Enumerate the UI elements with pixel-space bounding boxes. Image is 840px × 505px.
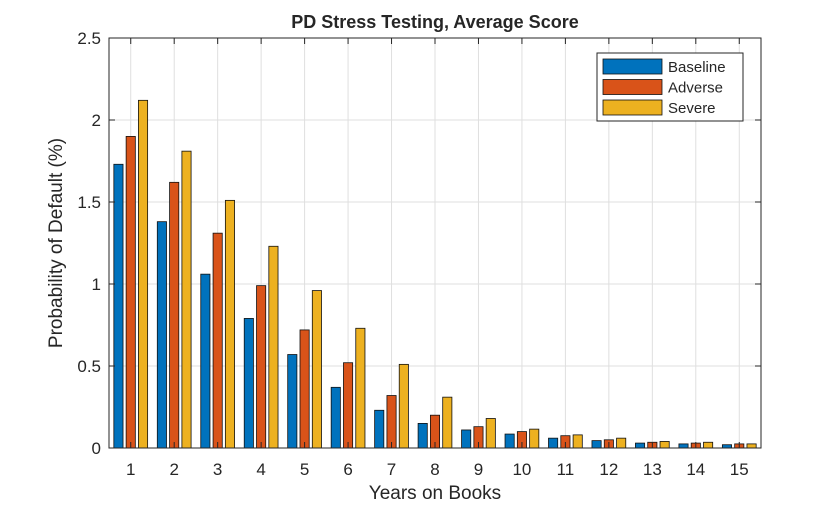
bar-severe-10 bbox=[529, 428, 540, 449]
x-tick-label: 10 bbox=[512, 460, 531, 479]
legend-label-severe: Severe bbox=[668, 100, 716, 117]
bar-baseline-8 bbox=[417, 422, 428, 449]
chart-title: PD Stress Testing, Average Score bbox=[291, 12, 578, 32]
legend-label-adverse: Adverse bbox=[668, 80, 723, 97]
grid-lines bbox=[109, 38, 761, 448]
bar-baseline-10 bbox=[504, 433, 515, 449]
y-tick-label: 0.5 bbox=[77, 357, 101, 376]
bar-severe-5 bbox=[311, 290, 322, 449]
bar-adverse-4 bbox=[256, 285, 267, 449]
x-tick-label: 9 bbox=[474, 460, 483, 479]
bar-adverse-3 bbox=[212, 232, 223, 449]
x-tick-label: 5 bbox=[300, 460, 309, 479]
x-tick-label: 2 bbox=[169, 460, 178, 479]
x-tick-label: 11 bbox=[557, 460, 575, 479]
y-tick-label: 1 bbox=[92, 275, 101, 294]
bar-severe-14 bbox=[703, 441, 714, 449]
x-tick-label: 8 bbox=[430, 460, 439, 479]
bar-adverse-2 bbox=[169, 181, 180, 449]
axis-ticks: 00.511.522.51 2 3 4 5 6 7 8 9 10 11 12 13 14 15 bbox=[77, 29, 761, 479]
x-tick-label: 4 bbox=[256, 460, 265, 479]
bar-baseline-13 bbox=[635, 442, 646, 449]
bar-baseline-9 bbox=[461, 429, 472, 449]
bar-severe-6 bbox=[355, 327, 366, 449]
legend-label-baseline: Baseline bbox=[668, 59, 726, 76]
bar-baseline-12 bbox=[591, 440, 602, 449]
bar-severe-15 bbox=[746, 443, 757, 449]
bar-adverse-6 bbox=[343, 362, 354, 449]
bar-severe-7 bbox=[398, 363, 409, 449]
bar-baseline-4 bbox=[243, 318, 254, 449]
bar-baseline-14 bbox=[678, 443, 689, 449]
bar-severe-13 bbox=[659, 441, 670, 449]
bar-severe-3 bbox=[224, 199, 235, 449]
bar-baseline-2 bbox=[156, 221, 167, 449]
y-tick-label: 1.5 bbox=[77, 193, 101, 212]
y-axis-label: Probability of Default (%) bbox=[46, 138, 67, 348]
bar-baseline-1 bbox=[113, 163, 124, 449]
x-tick-label: 12 bbox=[599, 460, 618, 479]
bar-baseline-7 bbox=[374, 409, 385, 449]
legend-swatch-baseline bbox=[602, 58, 663, 75]
bar-baseline-6 bbox=[330, 386, 341, 449]
x-axis-label: Years on Books bbox=[369, 483, 501, 504]
legend-swatch-severe bbox=[602, 99, 663, 116]
bar-severe-12 bbox=[616, 437, 627, 449]
bar-adverse-1 bbox=[125, 135, 136, 449]
bar-adverse-5 bbox=[299, 329, 310, 449]
x-tick-label: 3 bbox=[213, 460, 222, 479]
x-tick-label: 14 bbox=[686, 460, 705, 479]
legend: Baseline Adverse Severe bbox=[596, 52, 744, 122]
bar-severe-8 bbox=[442, 396, 453, 449]
bar-severe-9 bbox=[485, 418, 496, 449]
bar-severe-2 bbox=[181, 150, 192, 449]
bar-baseline-11 bbox=[548, 437, 559, 449]
y-tick-label: 0 bbox=[92, 439, 101, 458]
bar-adverse-7 bbox=[386, 395, 397, 449]
x-tick-label: 6 bbox=[343, 460, 352, 479]
x-tick-label: 15 bbox=[730, 460, 749, 479]
x-tick-label: 1 bbox=[126, 460, 135, 479]
bar-severe-11 bbox=[572, 434, 583, 449]
bar-baseline-5 bbox=[287, 354, 298, 449]
y-tick-label: 2.5 bbox=[77, 29, 101, 48]
y-tick-label: 2 bbox=[92, 111, 101, 130]
bar-baseline-3 bbox=[200, 273, 211, 449]
bar-severe-4 bbox=[268, 245, 279, 449]
x-tick-label: 13 bbox=[643, 460, 662, 479]
legend-swatch-adverse bbox=[602, 79, 663, 95]
bar-severe-1 bbox=[138, 99, 149, 449]
x-tick-label: 7 bbox=[387, 460, 396, 479]
